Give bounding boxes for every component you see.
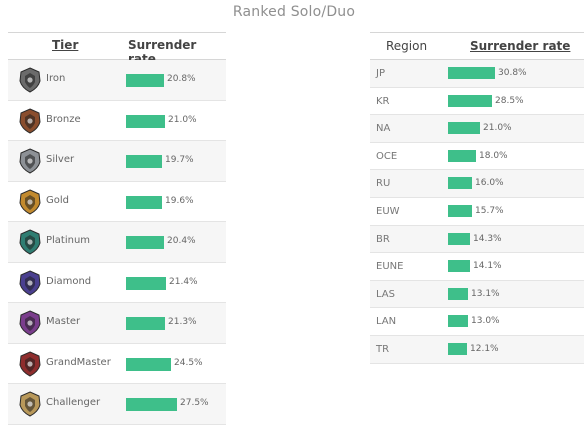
region-row: EUNE 14.1% [370, 253, 584, 281]
surrender-rate-bar [448, 149, 476, 162]
region-name: KR [376, 95, 390, 107]
region-row: BR 14.3% [370, 225, 584, 254]
tier-name: Platinum [46, 235, 91, 246]
tier-name: Gold [46, 194, 69, 206]
surrender-rate-value: 20.4% [167, 236, 196, 246]
surrender-rate-bar [126, 236, 164, 249]
surrender-rate-value: 19.7% [165, 155, 194, 165]
surrender-rate-value: 16.0% [475, 178, 504, 189]
tier-row: GrandMaster 24.5% [8, 344, 226, 384]
surrender-rate-value: 14.1% [473, 261, 502, 272]
tier-row: Silver 19.7% [8, 141, 226, 182]
surrender-rate-value: 27.5% [180, 398, 209, 408]
region-column-header[interactable]: Region [386, 39, 428, 53]
platinum-emblem-icon [18, 229, 42, 255]
tier-name: Master [46, 316, 81, 327]
tier-row: Iron 20.8% [8, 60, 226, 101]
surrender-rate-value: 13.1% [471, 288, 500, 299]
tier-row: Challenger 27.5% [8, 384, 226, 425]
surrender-rate-value: 24.5% [174, 357, 203, 368]
region-table-header: Region Surrender rate [370, 32, 584, 60]
tier-row: Diamond 21.4% [8, 263, 226, 303]
tier-name: Bronze [46, 113, 81, 125]
tier-row: Platinum 20.4% [8, 222, 226, 263]
surrender-rate-bar [126, 155, 162, 168]
tier-name: Silver [46, 154, 75, 165]
surrender-rate-value: 21.3% [168, 317, 197, 327]
region-name: RU [376, 178, 391, 190]
surrender-rate-bar [448, 260, 470, 273]
region-row: EUW 15.7% [370, 198, 584, 226]
surrender-rate-value: 20.8% [167, 74, 196, 84]
region-name: OCE [376, 150, 398, 162]
surrender-rate-value: 13.0% [471, 316, 500, 327]
tier-row: Master 21.3% [8, 303, 226, 344]
surrender-rate-bar [126, 74, 164, 87]
region-name: EUW [376, 205, 400, 217]
region-name: EUNE [376, 261, 404, 273]
surrender-rate-value: 14.3% [473, 233, 502, 244]
tier-name: GrandMaster [46, 356, 111, 368]
surrender-rate-value: 12.1% [470, 343, 499, 354]
region-name: NA [376, 123, 391, 135]
region-row: OCE 18.0% [370, 143, 584, 171]
region-table-body: JP 30.8% KR 28.5% NA 21.0% OCE 18.0% RU 16.0% EUW 1… [370, 60, 584, 364]
region-row: LAS 13.1% [370, 280, 584, 309]
surrender-rate-bar [126, 276, 166, 290]
challenger-emblem-icon [18, 391, 42, 417]
surrender-rate-value: 28.5% [495, 95, 524, 106]
region-row: TR 12.1% [370, 335, 584, 364]
surrender-rate-bar [126, 114, 165, 128]
tier-row: Bronze 21.0% [8, 101, 226, 141]
surrender-rate-value: 15.7% [475, 205, 504, 216]
surrender-rate-bar [126, 195, 162, 209]
surrender-rate-bar [448, 315, 468, 328]
surrender-rate-bar [448, 67, 495, 79]
region-rate-column-header[interactable]: Surrender rate [470, 39, 571, 53]
tier-name: Iron [46, 73, 66, 84]
master-emblem-icon [18, 310, 42, 336]
surrender-rate-value: 21.0% [168, 114, 197, 125]
surrender-rate-bar [126, 357, 171, 371]
region-row: KR 28.5% [370, 88, 584, 116]
region-row: NA 21.0% [370, 115, 584, 143]
region-table: Region Surrender rate JP 30.8% KR 28.5% NA 21… [370, 32, 584, 364]
region-row: LAN 13.0% [370, 308, 584, 336]
surrender-rate-bar [126, 398, 177, 411]
gold-emblem-icon [18, 188, 42, 215]
surrender-rate-bar [448, 342, 467, 355]
iron-emblem-icon [18, 67, 42, 93]
tier-column-header[interactable]: Tier [52, 38, 79, 52]
tier-row: Gold 19.6% [8, 182, 226, 222]
region-name: JP [376, 68, 385, 79]
region-name: BR [376, 233, 390, 245]
surrender-rate-bar [448, 94, 492, 107]
tier-name: Diamond [46, 275, 92, 287]
surrender-rate-value: 21.4% [169, 276, 198, 287]
surrender-rate-bar [448, 177, 472, 190]
surrender-rate-bar [448, 122, 480, 135]
region-name: TR [376, 343, 390, 355]
tier-table-header: Tier Surrender rate [8, 32, 226, 66]
diamond-emblem-icon [18, 269, 42, 296]
surrender-rate-value: 19.6% [165, 195, 194, 206]
surrender-rate-bar [448, 232, 470, 245]
surrender-rate-value: 30.8% [498, 68, 527, 78]
region-row: RU 16.0% [370, 170, 584, 198]
surrender-rate-value: 18.0% [479, 150, 508, 161]
surrender-rate-value: 21.0% [483, 123, 512, 134]
bronze-emblem-icon [18, 107, 42, 134]
tier-table: Tier Surrender rate Iron 20.8% Bronze 21.0%… [8, 32, 226, 425]
surrender-rate-bar [126, 317, 165, 330]
page-title: Ranked Solo/Duo [232, 4, 356, 20]
tier-name: Challenger [46, 397, 101, 408]
region-row: JP 30.8% [370, 60, 584, 88]
region-name: LAS [376, 288, 395, 300]
grandmaster-emblem-icon [18, 350, 42, 377]
surrender-rate-bar [448, 287, 468, 300]
silver-emblem-icon [18, 148, 42, 174]
tier-table-body: Iron 20.8% Bronze 21.0% Silver 19.7% Gold 19.6%… [8, 60, 226, 425]
surrender-rate-bar [448, 204, 472, 217]
region-name: LAN [376, 316, 397, 328]
